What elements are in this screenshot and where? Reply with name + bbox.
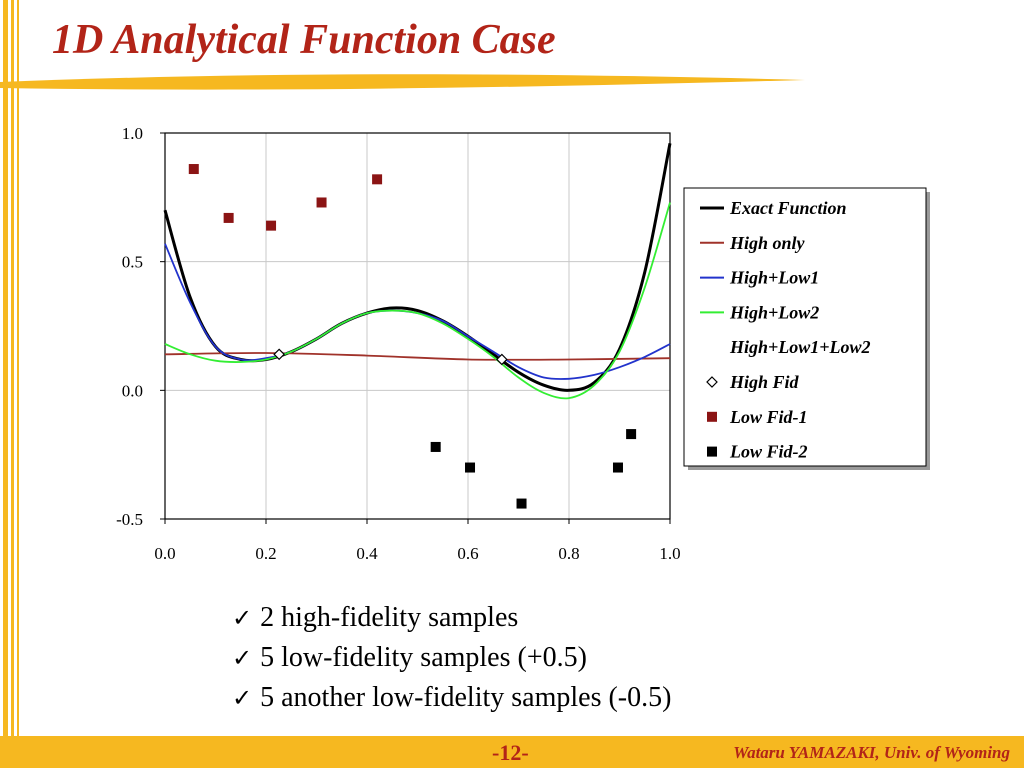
x-tick-label: 0.2 (255, 544, 276, 563)
marker-low-fid-2 (612, 462, 623, 473)
marker-low-fid-1 (316, 197, 327, 208)
bullet-list: ✓ 2 high-fidelity samples ✓ 5 low-fidelity… (232, 598, 671, 718)
title-underline-swoosh (0, 74, 805, 90)
marker-low-fid-1 (266, 220, 277, 231)
legend-box (683, 187, 927, 467)
legend-label-low-fid-1: Low Fid-1 (729, 407, 808, 427)
check-icon: ✓ (232, 644, 253, 672)
marker-low-fid-1 (223, 212, 234, 223)
x-tick-label: 0.4 (356, 544, 378, 563)
plot-frame (164, 132, 671, 520)
page-number: -12- (492, 740, 529, 765)
legend-label-high-low2: High+Low2 (729, 302, 819, 322)
marker-high-fid (273, 348, 285, 361)
series-line-high-only (164, 352, 671, 361)
legend-label-high-only: High only (729, 233, 806, 253)
bullet-text: 2 high-fidelity samples (260, 602, 519, 633)
series-line-high-low2 (164, 202, 671, 400)
bullet-item: ✓ 5 low-fidelity samples (+0.5) (232, 638, 671, 678)
chart: 0.0 0.2 0.4 0.6 0.8 1.0 1.0 0.5 0.0 -0.5 Exact Fun… (116, 124, 930, 563)
slide-title: 1D Analytical Function Case (52, 17, 556, 63)
marker-low-fid-2 (516, 498, 527, 509)
y-tick-label: 1.0 (122, 124, 143, 143)
x-tick-label: 0.8 (558, 544, 579, 563)
footer-bar (0, 736, 1024, 768)
bullet-text: 5 low-fidelity samples (+0.5) (260, 642, 587, 673)
bullet-item: ✓ 5 another low-fidelity samples (-0.5) (232, 678, 671, 718)
marker-low-fid-2 (465, 462, 476, 473)
y-tick-label: 0.0 (122, 381, 143, 400)
legend-label-low-fid-2: Low Fid-2 (729, 442, 808, 462)
bullet-text: 5 another low-fidelity samples (-0.5) (260, 682, 672, 713)
legend-label-high-low1: High+Low1 (729, 268, 819, 288)
left-accent-bar (0, 0, 22, 736)
legend-label-high-low1-low2: High+Low1+Low2 (729, 337, 871, 357)
marker-low-fid-2 (430, 441, 441, 452)
legend-swatch-low-fid-1 (707, 411, 717, 422)
legend-swatch-low-fid-2 (707, 446, 717, 457)
y-tick-label: 0.5 (122, 253, 143, 272)
x-tick-label: 0.6 (457, 544, 478, 563)
x-tick-label: 0.0 (154, 544, 175, 563)
marker-low-fid-1 (188, 164, 199, 175)
marker-low-fid-1 (372, 174, 383, 185)
check-icon: ✓ (232, 604, 253, 632)
legend-label-exact-function: Exact Function (729, 198, 847, 218)
check-icon: ✓ (232, 684, 253, 712)
y-tick-label: -0.5 (116, 510, 143, 529)
legend-label-high-fid: High Fid (729, 372, 800, 392)
x-tick-label: 1.0 (659, 544, 680, 563)
bullet-item: ✓ 2 high-fidelity samples (232, 598, 671, 638)
legend-swatch-high-fid (706, 376, 718, 388)
marker-high-fid (495, 353, 508, 366)
marker-low-fid-2 (626, 429, 637, 440)
author-credit: Wataru YAMAZAKI, Univ. of Wyoming (733, 743, 1010, 762)
